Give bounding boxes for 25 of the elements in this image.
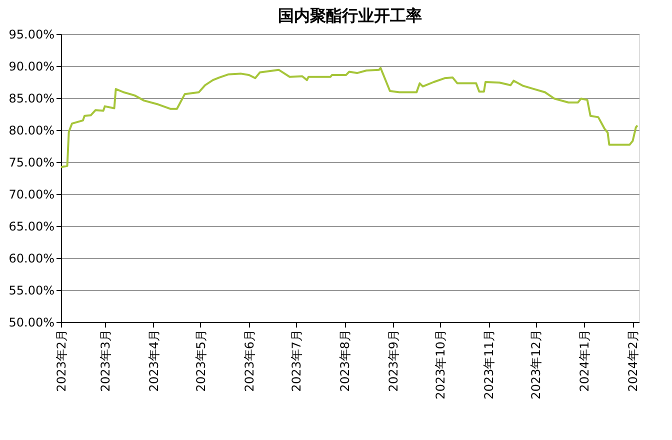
y-tick-label: 95.00% [8,28,54,42]
y-tick-label: 65.00% [8,220,54,234]
x-tick-label: 2023年5月 [194,330,208,392]
line-series [60,66,638,168]
x-tick-label: 2023年3月 [98,330,112,392]
y-tick-label: 50.00% [8,316,54,330]
y-tick-label: 60.00% [8,252,54,266]
y-tick-label: 80.00% [8,124,54,138]
x-tick-label: 2023年2月 [54,330,68,392]
x-tick-label: 2023年8月 [338,330,352,392]
y-tick-label: 55.00% [8,284,54,298]
x-tick-label: 2024年2月 [626,330,640,392]
x-tick-label: 2023年7月 [289,330,304,392]
x-tick-label: 2023年12月 [529,330,544,400]
x-tick-label: 2023年4月 [146,330,161,392]
x-tick-label: 2023年11月 [482,330,496,400]
x-tick-label: 2023年10月 [434,330,448,400]
y-tick-label: 75.00% [8,156,54,170]
x-tick-label: 2023年6月 [242,330,256,392]
x-tick-label: 2024年1月 [578,330,592,392]
y-tick-label: 90.00% [8,60,54,74]
y-tick-label: 85.00% [8,92,54,106]
y-tick-label: 70.00% [8,188,54,202]
x-tick-label: 2023年9月 [386,330,401,392]
chart-title: 国内聚酯行业开工率 [278,6,422,25]
